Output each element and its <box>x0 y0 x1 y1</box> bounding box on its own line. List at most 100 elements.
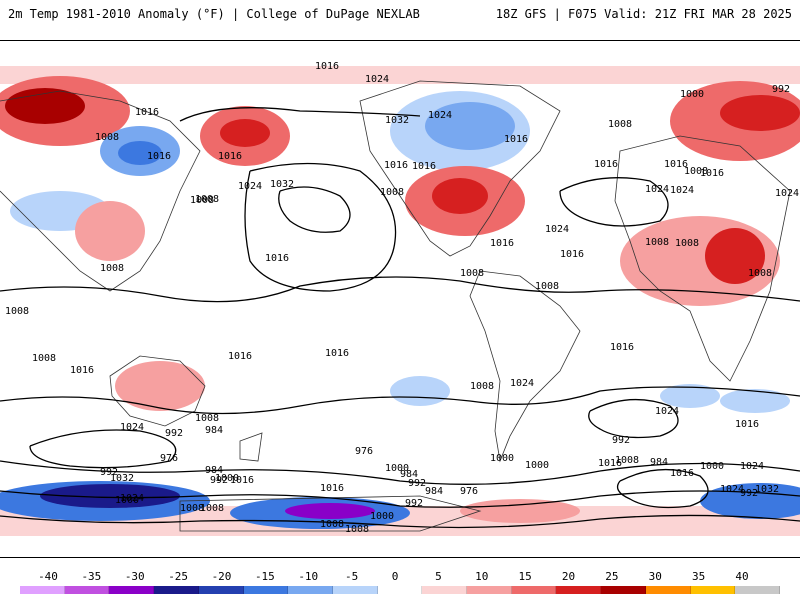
isobar-label: 1008 <box>608 119 632 130</box>
isobar-label: 1024 <box>645 184 669 195</box>
isobar-label: 1016 <box>147 151 171 162</box>
isobar-label: 1000 <box>115 495 139 506</box>
isobar-label: 1024 <box>655 406 679 417</box>
legend-tick-label: -5 <box>345 570 359 583</box>
isobar-label: 1008 <box>5 306 29 317</box>
isobar-label: 1000 <box>215 473 239 484</box>
isobar-label: 1008 <box>100 263 124 274</box>
legend-color-swatch <box>556 586 602 594</box>
isobar-label: 1008 <box>645 237 669 248</box>
legend-tick-label: 0 <box>391 570 399 583</box>
isobar-label: 1024 <box>238 181 262 192</box>
isobar-label: 1000 <box>700 461 724 472</box>
isobar-label: 1024 <box>670 185 694 196</box>
isobar-label: 1016 <box>490 238 514 249</box>
isobar-label: 1016 <box>70 365 94 376</box>
isobar-label: 1024 <box>120 493 144 504</box>
isobar-label: 976 <box>355 446 373 457</box>
isobar-label: 1016 <box>594 159 618 170</box>
legend-tick-label: -10 <box>298 570 319 583</box>
title-bar: 2m Temp 1981-2010 Anomaly (°F) | College… <box>0 0 800 28</box>
isobar-label: 1016 <box>700 168 724 179</box>
legend-color-swatch <box>20 586 65 594</box>
isobar-label: 1016 <box>265 253 289 264</box>
legend-tick-label: -40 <box>38 570 58 583</box>
isobar-label: 1008 <box>535 281 559 292</box>
isobar-label: 1032 <box>755 484 779 495</box>
isobar-label: 1008 <box>200 503 224 514</box>
isobar-label: 1008 <box>195 194 219 205</box>
legend-color-swatch <box>332 586 378 594</box>
legend-color-swatch <box>64 586 110 594</box>
product-title: 2m Temp 1981-2010 Anomaly (°F) | College… <box>8 7 420 21</box>
legend-color-swatch <box>467 586 512 594</box>
isobar-label: 1024 <box>775 188 799 199</box>
isobar-label: 1000 <box>490 453 514 464</box>
legend-tick-label: 20 <box>561 570 576 583</box>
legend-tick-label: 15 <box>518 570 532 583</box>
isobar-label: 1008 <box>615 455 639 466</box>
isobar-label: 1024 <box>510 378 534 389</box>
isobar-label: 992 <box>612 435 630 446</box>
isobar-label: 992 <box>210 475 228 486</box>
legend-color-swatch <box>422 586 468 594</box>
isobar-label: 1024 <box>365 74 389 85</box>
isobar-label: 1016 <box>412 161 436 172</box>
isobar-label: 984 <box>205 425 223 436</box>
isobar-label: 1016 <box>504 134 528 145</box>
isobar-label: 1016 <box>598 458 622 469</box>
legend-tick-label: 30 <box>648 570 662 583</box>
legend-tick-label: -20 <box>211 570 232 583</box>
legend-color-swatch <box>601 586 646 594</box>
legend-tick-label: 25 <box>605 570 619 583</box>
isobar-label: 1032 <box>110 473 134 484</box>
isobar-label: 992 <box>405 498 423 509</box>
legend-color-swatch <box>735 586 780 594</box>
isobar-label: 1024 <box>740 461 764 472</box>
isobar-label: 1000 <box>525 460 549 471</box>
isobar-label: 1008 <box>684 166 708 177</box>
coastlines <box>0 80 791 532</box>
legend-color-swatch <box>511 586 557 594</box>
isobar-label: 1024 <box>120 422 144 433</box>
isobar-label: 992 <box>408 478 426 489</box>
legend-color-swatch <box>645 586 691 594</box>
isobar-label: 1008 <box>345 524 369 535</box>
legend-color-swatch <box>243 586 289 594</box>
isobar-label: 1016 <box>230 475 254 486</box>
isobar-label: 1024 <box>428 110 452 121</box>
legend-color-swatch <box>198 586 244 594</box>
legend-tick-label: -30 <box>124 570 145 583</box>
legend-color-swatch <box>154 586 199 594</box>
isobar-label: 984 <box>425 486 443 497</box>
legend-tick-label: 35 <box>692 570 706 583</box>
isobar-label: 1008 <box>320 519 344 530</box>
isobars <box>0 107 800 529</box>
isobar-label: 1008 <box>32 353 56 364</box>
legend-tick-label: 40 <box>735 570 749 583</box>
isobar-label: 1008 <box>195 413 219 424</box>
isobar-label: 1008 <box>748 268 772 279</box>
isobar-label: 992 <box>772 84 790 95</box>
isobar-label: 1024 <box>545 224 569 235</box>
isobar-label: 984 <box>400 469 418 480</box>
isobar-label: 984 <box>205 465 223 476</box>
legend-color-swatch <box>109 586 155 594</box>
isobar-label: 1008 <box>180 503 204 514</box>
legend-tick-label: 5 <box>435 570 442 583</box>
isobar-label: 1016 <box>135 107 159 118</box>
isobar-label: 1024 <box>720 484 744 495</box>
isobar-label: 1008 <box>380 187 404 198</box>
isobar-label: 1016 <box>218 151 242 162</box>
isobar-label: 1016 <box>315 61 339 72</box>
isobar-label: 1016 <box>664 159 688 170</box>
isobar-label: 1008 <box>190 195 214 206</box>
isobar-label: 976 <box>460 486 478 497</box>
isobar-label: 1016 <box>610 342 634 353</box>
legend-tick-label: -15 <box>254 570 275 583</box>
legend-color-swatch <box>377 586 423 594</box>
model-run-info: 18Z GFS | F075 Valid: 21Z FRI MAR 28 202… <box>495 7 792 21</box>
isobar-label: 1008 <box>95 132 119 143</box>
